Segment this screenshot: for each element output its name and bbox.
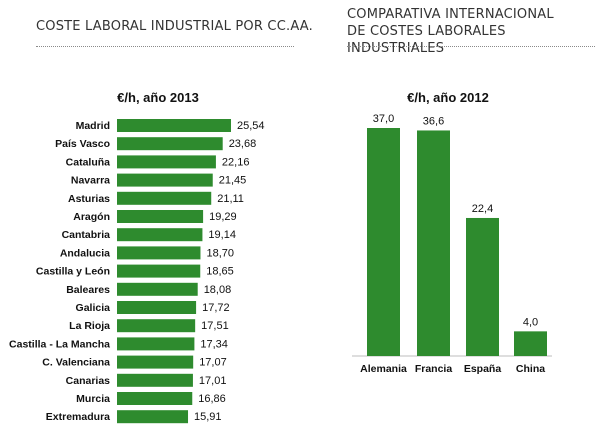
value-label-castilla-y-leon: 18,65 <box>206 266 234 278</box>
value-label-murcia: 16,86 <box>198 393 226 405</box>
category-label-cataluna: Cataluña <box>66 156 111 168</box>
value-label-la-rioja: 17,51 <box>201 320 229 332</box>
bar-castilla-la-mancha <box>117 337 195 351</box>
value-label-galicia: 17,72 <box>202 302 230 314</box>
category-label-andalucia: Andalucia <box>60 247 110 259</box>
category-label-baleares: Baleares <box>66 284 110 296</box>
value-label-aragon: 19,29 <box>209 211 237 223</box>
left-panel-heading: COSTE LABORAL INDUSTRIAL POR CC.AA. <box>36 19 313 34</box>
bar-castilla-y-leon <box>117 264 201 278</box>
right-panel-heading-line1: COMPARATIVA INTERNACIONAL <box>347 7 554 22</box>
bar-la-rioja <box>117 319 196 333</box>
bar-navarra <box>117 173 213 187</box>
international-labour-cost-bar-chart: €/h, año 2012 37,0 Alemania 36,6 Francia 22,… <box>352 90 552 375</box>
value-label-andalucia: 18,70 <box>206 247 234 259</box>
bar-francia <box>417 130 450 356</box>
value-label-canarias: 17,01 <box>199 375 227 387</box>
category-label-canarias: Canarias <box>66 375 111 387</box>
bar-alemania <box>367 128 400 356</box>
bar-canarias <box>117 373 193 387</box>
regional-chart-title: €/h, año 2013 <box>117 90 199 105</box>
value-label-asturias: 21,11 <box>217 193 244 205</box>
bar-asturias <box>117 191 212 205</box>
right-panel-heading-line2: DE COSTES LABORALES INDUSTRIALES <box>347 24 506 56</box>
value-label-espana: 22,4 <box>472 203 493 215</box>
value-label-china: 4,0 <box>523 316 538 328</box>
bar-aragon <box>117 210 204 223</box>
bar-galicia <box>117 301 197 314</box>
category-label-alemania: Alemania <box>360 363 407 375</box>
category-label-madrid: Madrid <box>76 120 110 132</box>
bar-extremadura <box>117 410 189 424</box>
bar-china <box>514 331 547 356</box>
value-label-alemania: 37,0 <box>373 113 394 125</box>
category-label-pais-vasco: País Vasco <box>55 138 110 150</box>
bar-andalucia <box>117 246 201 260</box>
bar-cataluna <box>117 155 216 169</box>
value-label-madrid: 25,54 <box>237 120 265 132</box>
category-label-navarra: Navarra <box>71 175 110 187</box>
value-label-cataluna: 22,16 <box>222 156 250 168</box>
right-heading-divider <box>347 46 595 47</box>
value-label-castilla-la-mancha: 17,34 <box>200 338 228 350</box>
category-label-cantabria: Cantabria <box>62 229 111 241</box>
category-label-la-rioja: La Rioja <box>69 320 110 332</box>
value-label-extremadura: 15,91 <box>194 411 222 423</box>
category-label-aragon: Aragón <box>73 211 110 223</box>
category-label-espana: España <box>464 363 502 375</box>
value-label-c-valenciana: 17,07 <box>199 357 227 369</box>
category-label-china: China <box>516 363 545 375</box>
bar-pais-vasco <box>117 137 223 151</box>
bar-murcia <box>117 392 193 405</box>
value-label-navarra: 21,45 <box>219 175 247 187</box>
value-label-francia: 36,6 <box>423 115 444 127</box>
category-label-francia: Francia <box>415 363 453 375</box>
category-label-galicia: Galicia <box>76 302 111 314</box>
regional-labour-cost-bar-chart: €/h, año 2013 Madrid 25,54 País Vasco 23,68… <box>9 90 265 424</box>
bar-madrid <box>117 119 231 132</box>
international-chart-title: €/h, año 2012 <box>407 90 489 105</box>
category-label-extremadura: Extremadura <box>46 411 110 423</box>
value-label-baleares: 18,08 <box>204 284 232 296</box>
bar-cantabria <box>117 228 203 242</box>
value-label-pais-vasco: 23,68 <box>229 138 257 150</box>
category-label-asturias: Asturias <box>68 193 110 205</box>
value-label-cantabria: 19,14 <box>208 229 236 241</box>
category-label-c-valenciana: C. Valenciana <box>42 357 110 369</box>
bar-baleares <box>117 282 198 296</box>
bar-espana <box>466 217 499 356</box>
category-label-murcia: Murcia <box>76 393 110 405</box>
category-label-castilla-y-leon: Castilla y León <box>36 266 110 278</box>
bar-c-valenciana <box>117 355 194 369</box>
left-heading-divider <box>36 46 294 47</box>
category-label-castilla-la-mancha: Castilla - La Mancha <box>9 338 110 350</box>
